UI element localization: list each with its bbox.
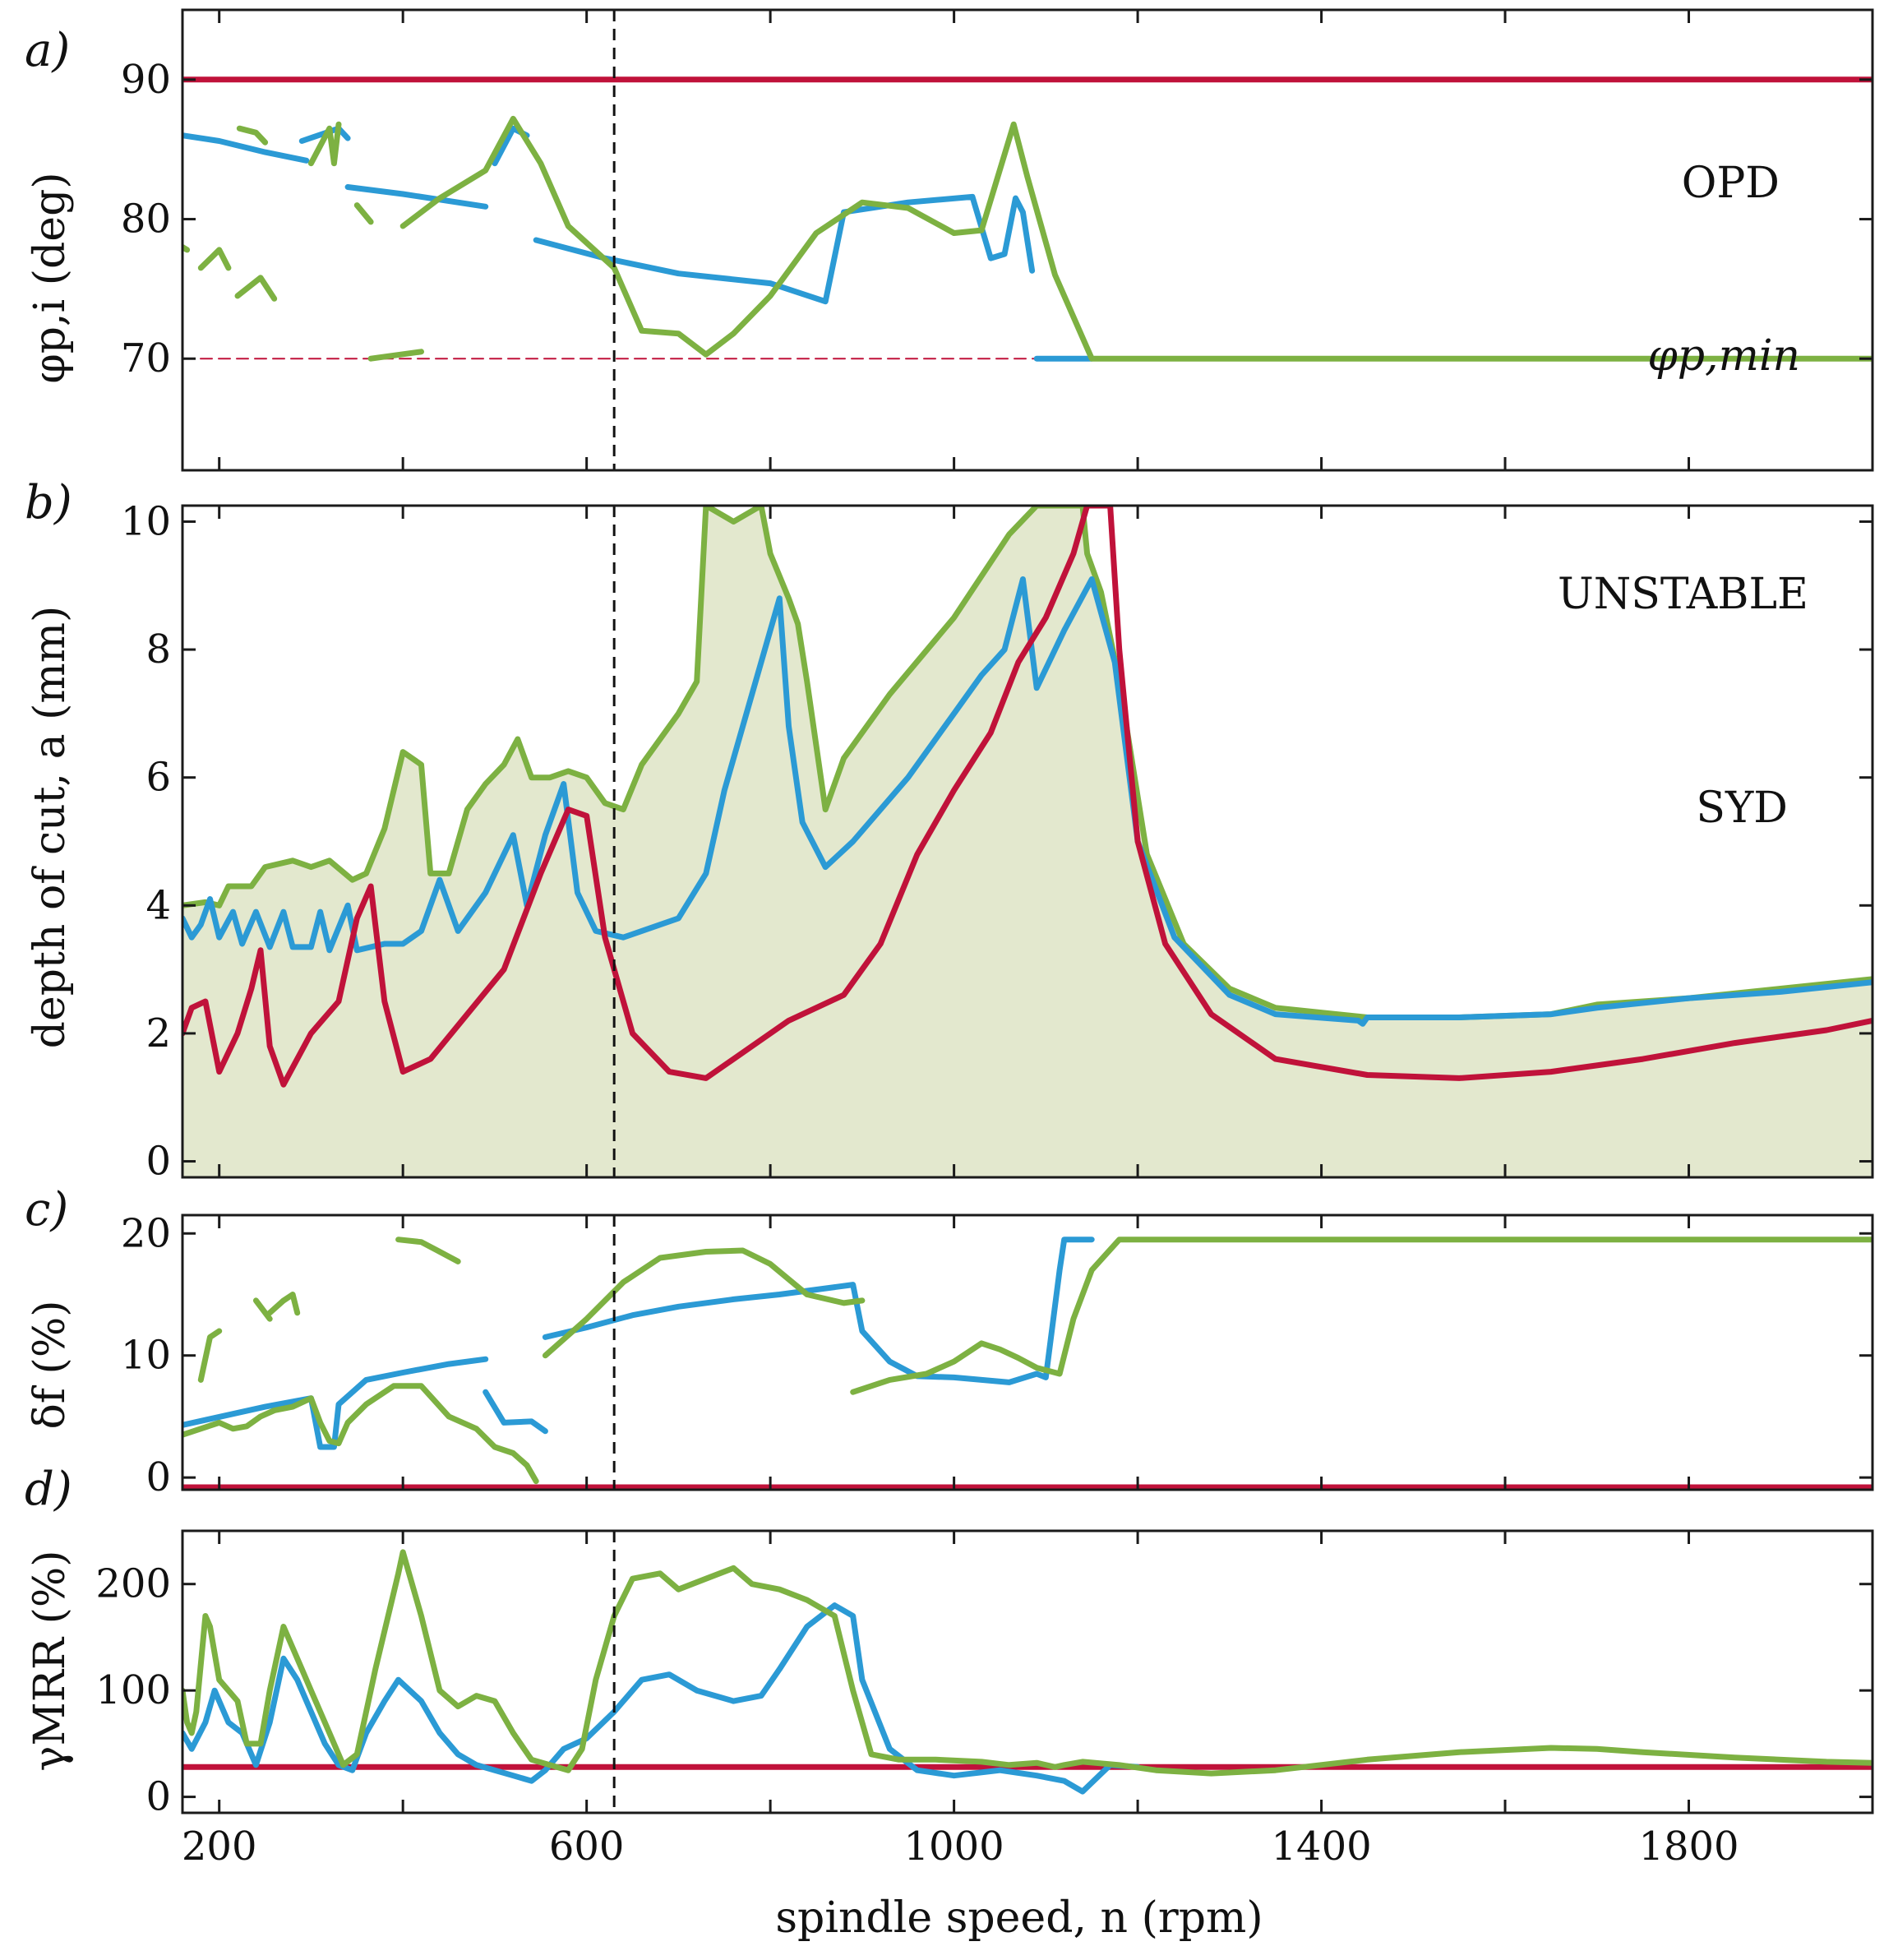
panel-a-annotation-opd: OPD <box>1682 159 1780 208</box>
x-tick-label: 1000 <box>904 1824 1004 1870</box>
panel-0-ytick-label: 80 <box>121 196 171 243</box>
panel-a-ylabel: φp,i (deg) <box>25 172 75 383</box>
panel-label-b: b) <box>25 476 72 529</box>
panel-0-series-blue-seg-4 <box>533 193 1036 305</box>
panel-c-ylabel: δf (%) <box>25 1300 75 1429</box>
panel-3-ytick-label: 100 <box>95 1667 171 1713</box>
panel-0-series-green-seg-7 <box>399 115 1872 362</box>
panel-1-ytick-label: 10 <box>121 498 171 544</box>
x-tick-label: 600 <box>549 1824 625 1870</box>
panel-0-series-green-seg-5 <box>353 202 374 225</box>
panel-3-ytick-label: 200 <box>95 1561 171 1607</box>
panel-label-c: c) <box>25 1183 68 1237</box>
panel-0-series-blue-seg-2 <box>344 184 489 210</box>
panel-b-annotation-unstable: UNSTABLE <box>1558 570 1808 619</box>
panel-a-annotation-phi-min: φp,min <box>1647 331 1800 381</box>
panel-0-series-green-seg-1 <box>197 247 232 271</box>
panel-2-ytick-label: 20 <box>121 1210 171 1256</box>
panel-0-series-green-seg-6 <box>367 349 424 362</box>
panel-2-series-green-seg-4 <box>395 1237 461 1264</box>
panel-0-series-green-seg-3 <box>236 125 269 146</box>
panel-b-annotation-syd: SYD <box>1696 784 1788 833</box>
panel-2-series-blue-seg-0 <box>182 1356 489 1450</box>
panel-1-ytick-label: 8 <box>145 626 171 673</box>
panel-2-series-green-seg-6 <box>850 1237 1872 1395</box>
panel-3-series-blue-seg-0 <box>182 1602 1141 1795</box>
panel-2-series-green-seg-2 <box>252 1297 273 1322</box>
panel-1-ytick-label: 0 <box>145 1139 171 1185</box>
panel-2-ytick-label: 10 <box>121 1333 171 1379</box>
panel-label-d: d) <box>25 1463 72 1516</box>
panel-2-frame <box>181 1213 1874 1491</box>
panel-2-series-green-seg-0 <box>182 1383 539 1485</box>
panel-3-ytick-label: 0 <box>145 1774 171 1820</box>
panel-0-series-blue-seg-0 <box>182 132 310 164</box>
panel-1-stable-area <box>182 506 1872 1177</box>
panel-label-a: a) <box>25 24 70 77</box>
fill-layer <box>182 506 1872 1177</box>
panel-0-series-green-seg-4 <box>307 121 342 167</box>
panel-2-series-blue-seg-2 <box>542 1237 1095 1385</box>
panel-1-frame <box>181 504 1874 1179</box>
panel-2-series-blue-seg-1 <box>483 1389 548 1435</box>
panel-1-series-green-seg-0 <box>182 506 1872 1020</box>
panel-d-ylabel: γMRR (%) <box>25 1550 75 1771</box>
x-tick-label: 1800 <box>1638 1824 1739 1870</box>
x-axis-label: spindle speed, n (rpm) <box>775 1893 1263 1943</box>
lines-layer <box>182 76 1872 1795</box>
x-tick-label: 200 <box>182 1824 257 1870</box>
panel-2-series-green-seg-5 <box>542 1247 866 1359</box>
panel-1-ytick-label: 2 <box>145 1010 171 1056</box>
panel-1-ytick-label: 4 <box>145 882 171 928</box>
panel-0-series-green-seg-2 <box>234 275 278 302</box>
panel-0-ytick-label: 70 <box>121 335 171 381</box>
panel-b-ylabel: depth of cut, a (mm) <box>25 606 75 1049</box>
panel-3-frame <box>181 1529 1874 1814</box>
panel-0-ytick-label: 90 <box>121 57 171 103</box>
panel-1-ytick-label: 6 <box>145 755 171 801</box>
x-tick-label: 1400 <box>1271 1824 1371 1870</box>
panel-0-frame <box>181 8 1874 472</box>
panel-2-series-green-seg-1 <box>197 1328 223 1383</box>
panel-3-series-green-seg-0 <box>182 1549 1872 1777</box>
panel-2-series-green-seg-3 <box>266 1292 301 1316</box>
panel-2-ytick-label: 0 <box>145 1454 171 1500</box>
panel-1-series-blue-seg-0 <box>182 576 1872 1027</box>
text-layer: OPD φp,min UNSTABLE SYD a) b) c) d) φp,i… <box>25 24 1808 1943</box>
panel-1-series-red-seg-0 <box>182 506 1872 1088</box>
